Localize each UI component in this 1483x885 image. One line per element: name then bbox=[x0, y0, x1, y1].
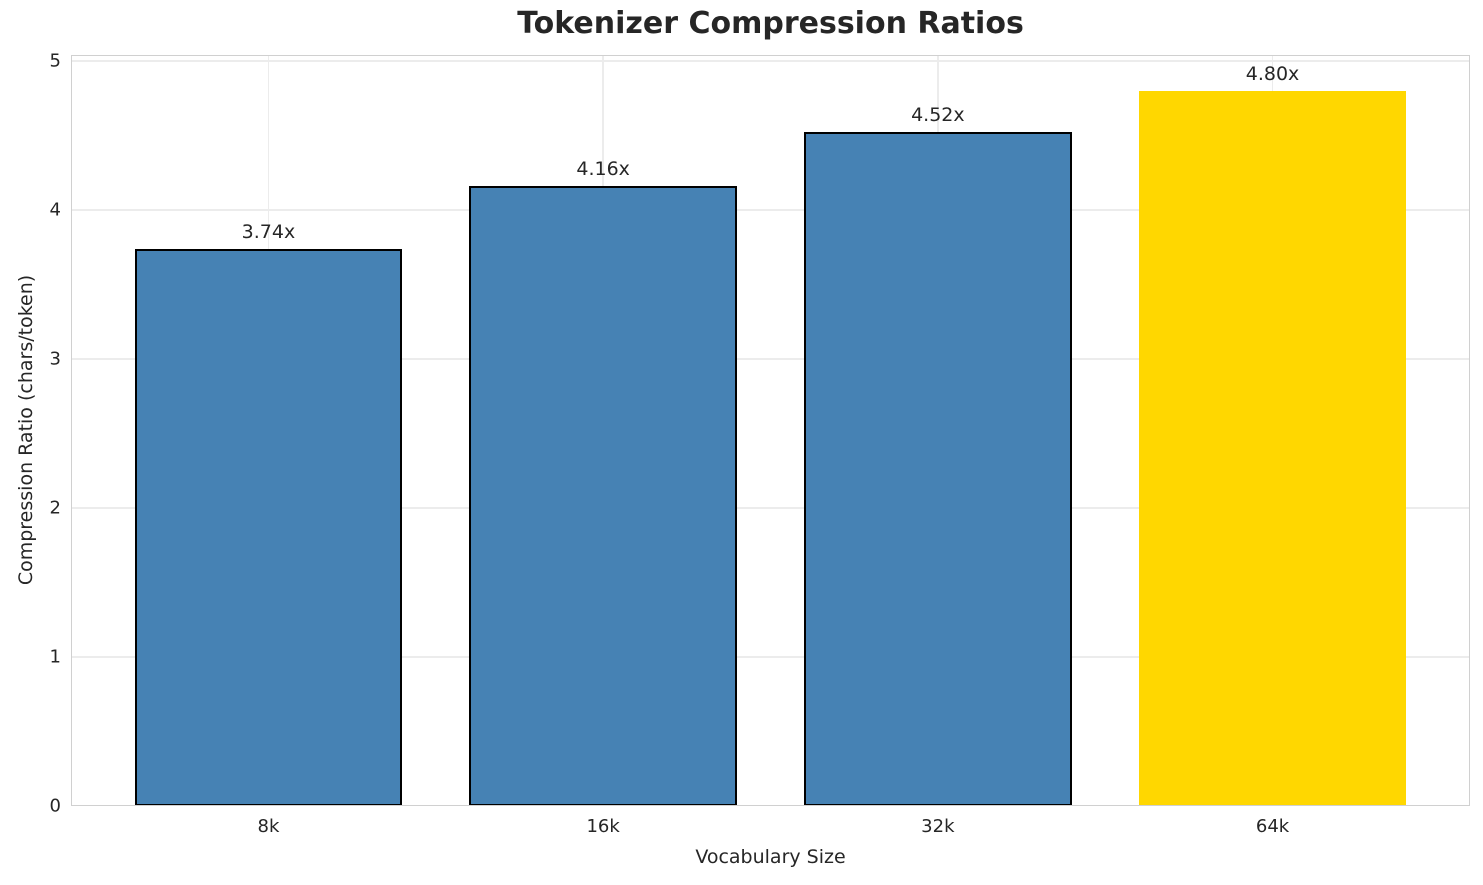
grid-line-horizontal bbox=[71, 507, 1470, 509]
chart-title: Tokenizer Compression Ratios bbox=[517, 6, 1024, 41]
y-tick-label: 2 bbox=[49, 497, 61, 519]
plot-area: 3.74x 4.16x 4.52x 4.80x bbox=[71, 55, 1470, 806]
y-axis-label: Compression Ratio (chars/token) bbox=[15, 274, 37, 586]
bar-16k bbox=[469, 186, 738, 806]
y-tick-label: 5 bbox=[49, 50, 61, 72]
x-tick-label: 16k bbox=[586, 816, 620, 837]
y-tick-label: 3 bbox=[49, 348, 61, 370]
bar-value-label: 4.52x bbox=[911, 104, 965, 127]
grid-line-horizontal bbox=[71, 656, 1470, 658]
bar-value-label: 3.74x bbox=[241, 220, 296, 243]
x-axis-label: Vocabulary Size bbox=[695, 846, 846, 868]
bar-8k bbox=[134, 248, 403, 806]
bar-32k bbox=[803, 132, 1072, 806]
bar-value-label: 4.16x bbox=[576, 158, 630, 181]
bar-64k bbox=[1138, 90, 1407, 806]
bar-value-label: 4.80x bbox=[1245, 62, 1300, 85]
grid-line-horizontal bbox=[71, 209, 1470, 211]
x-tick-label: 32k bbox=[921, 816, 955, 837]
y-tick-label: 4 bbox=[49, 199, 61, 221]
x-tick-label: 64k bbox=[1255, 816, 1290, 837]
y-tick-label: 1 bbox=[49, 646, 61, 668]
grid-line-horizontal bbox=[71, 358, 1470, 360]
y-tick-label: 0 bbox=[49, 795, 61, 817]
x-tick-label: 8k bbox=[257, 816, 280, 837]
grid-line-horizontal bbox=[71, 60, 1470, 62]
